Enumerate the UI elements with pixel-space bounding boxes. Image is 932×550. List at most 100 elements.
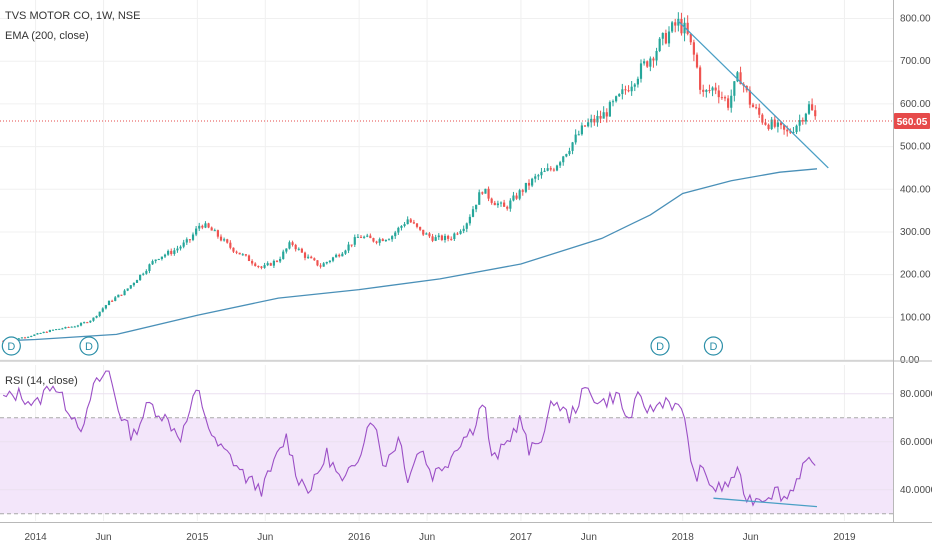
candle-body (783, 125, 786, 130)
candle-body (764, 122, 767, 125)
rsi-grid (0, 365, 893, 521)
candle-body (568, 150, 571, 155)
candle-body (643, 61, 646, 64)
candle-body (471, 209, 475, 217)
candle-body (720, 97, 723, 99)
candle-body (515, 195, 518, 199)
price-tick-label: 300.00 (900, 227, 931, 238)
candle-body (447, 235, 450, 239)
candle-body (400, 225, 403, 228)
dividend-marker[interactable]: D (1, 336, 21, 356)
candle-body (319, 265, 322, 267)
dividend-marker[interactable]: D (703, 336, 724, 356)
candle-body (328, 260, 331, 263)
candle-body (391, 236, 394, 240)
current-price-label: 560.05 (897, 117, 928, 128)
dividend-marker-label: D (7, 341, 15, 353)
candle-body (198, 225, 201, 229)
candle-body (503, 202, 506, 207)
candle-body (422, 229, 425, 235)
candle-body (655, 50, 658, 61)
candle-body (213, 230, 216, 232)
trendline[interactable] (677, 20, 829, 169)
candle-body (789, 131, 792, 133)
candle-body (677, 18, 680, 26)
candle-body (335, 254, 338, 258)
candle-body (661, 32, 664, 39)
candle-body (733, 81, 736, 96)
time-tick-label: Jun (581, 532, 597, 543)
candle-body (481, 192, 484, 194)
candle-body (120, 294, 123, 296)
candle-body (76, 325, 79, 327)
ema-layer (3, 168, 818, 342)
candle-body (51, 329, 55, 331)
candle-body (207, 223, 210, 228)
rsi-line (2, 370, 816, 507)
candle-body (126, 288, 129, 291)
time-axis[interactable]: 2014 Jun 2015 Jun 2016 Jun 2017 Jun 2018 Jun 2019 (24, 532, 856, 543)
candle-body (761, 114, 764, 123)
candle-body (727, 98, 730, 108)
candle-body (798, 120, 801, 126)
candle-body (792, 132, 795, 134)
candle-body (251, 261, 254, 264)
candle-body (431, 236, 434, 241)
candle-body (185, 239, 188, 243)
candle-body (630, 86, 633, 92)
candle-body (307, 256, 310, 258)
rsi-legend[interactable]: RSI (14, close) (5, 375, 78, 387)
rsi-panel[interactable] (0, 365, 893, 521)
candle-body (552, 169, 555, 171)
candle-body (86, 322, 89, 324)
candle-body (341, 253, 344, 257)
candle-body (359, 236, 363, 238)
time-tick-label: Jun (743, 532, 759, 543)
time-tick-label: Jun (95, 532, 111, 543)
candle-body (266, 263, 269, 266)
symbol-legend[interactable]: TVS MOTOR CO, 1W, NSE (5, 10, 140, 22)
candle-body (372, 238, 375, 242)
candle-body (132, 282, 135, 286)
price-axis[interactable]: 800.00 700.00 600.00 500.00 400.00 300.00 200.… (894, 14, 931, 366)
candle-body (279, 258, 282, 262)
candle-body (322, 263, 325, 267)
candle-body (154, 259, 157, 262)
candle-body (705, 90, 708, 92)
rsi-divergence-line[interactable] (713, 497, 818, 508)
candle-body (36, 333, 39, 335)
candle-body (263, 265, 266, 268)
candle-body (294, 244, 297, 250)
ema-legend[interactable]: EMA (200, close) (5, 30, 89, 42)
candle-body (689, 33, 692, 43)
candle-body (618, 94, 621, 97)
time-tick-label: Jun (419, 532, 435, 543)
candle-body (730, 95, 733, 108)
candle-body (521, 190, 524, 192)
candle-body (33, 334, 36, 336)
candle-body (555, 165, 559, 171)
candle-body (145, 270, 148, 274)
current-price-tag[interactable] (894, 112, 930, 129)
candle-body (347, 244, 350, 251)
candle-body (291, 242, 294, 245)
candle-body (201, 225, 204, 228)
candle-body (219, 236, 223, 241)
candle-body (229, 242, 232, 248)
candle-body (524, 182, 527, 192)
candle-body (811, 104, 814, 111)
candle-body (465, 223, 468, 229)
dividend-marker[interactable]: D (79, 336, 99, 356)
rsi-axis[interactable]: 80.0000 60.0000 40.0000 (900, 389, 932, 496)
candle-body (42, 331, 45, 334)
dividend-marker[interactable]: D (650, 336, 670, 356)
candle-body (459, 231, 462, 234)
candle-body (714, 87, 717, 91)
rsi-layer (2, 370, 818, 508)
candle-body (475, 204, 478, 210)
price-tick-label: 200.00 (900, 270, 931, 281)
candle-body (739, 72, 742, 85)
candle-body (649, 58, 652, 67)
